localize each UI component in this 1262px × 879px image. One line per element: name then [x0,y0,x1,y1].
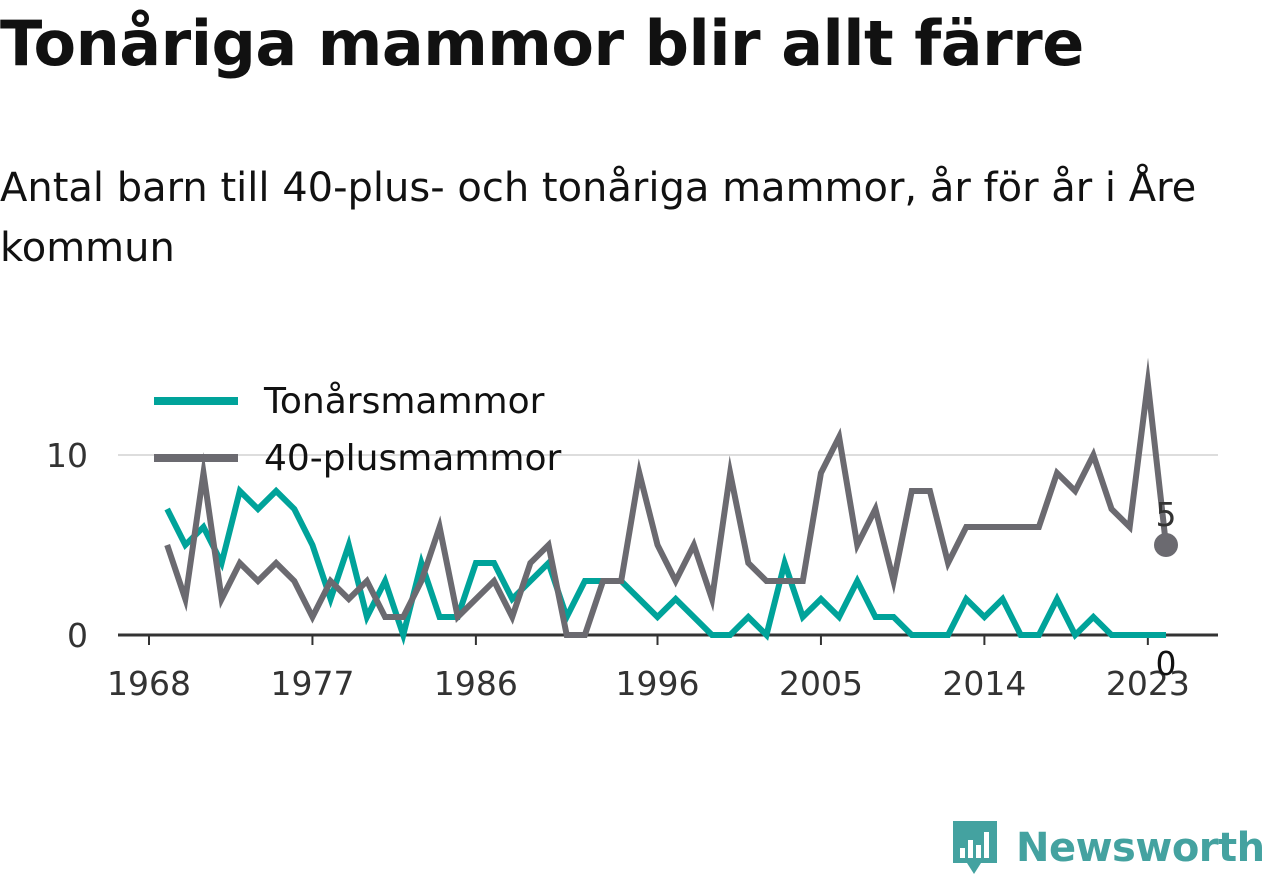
series-line-tonarsmammor [164,485,1166,646]
x-tick-label: 1996 [616,664,700,703]
brand-name: Newsworthy [1016,825,1262,871]
chart-title: Tonåriga mammor blir allt färre [0,7,1084,80]
series-line-40-plusmammor [164,357,1169,638]
legend-label: 40-plusmammor [264,438,562,479]
end-label-40-plusmammor: 5 [1156,495,1177,534]
y-tick-label: 0 [67,616,88,655]
end-point-40-plusmammor [1154,533,1178,557]
x-tick-label: 2014 [942,664,1026,703]
y-tick-label: 10 [46,436,88,475]
legend-label: Tonårsmammor [263,381,545,422]
x-tick-label: 2005 [779,664,863,703]
newsworthy-logo-icon [953,821,997,874]
x-tick-label: 2023 [1106,664,1190,703]
end-label-tonarsmammor: 0 [1156,644,1177,683]
chart-subtitle: Antal barn till 40-plus- och tonåriga ma… [0,165,1197,271]
x-tick-label: 1986 [434,664,518,703]
newsworthy-logo: Newsworthy [950,818,1262,878]
x-tick-label: 1977 [270,664,354,703]
x-tick-label: 1968 [107,664,191,703]
